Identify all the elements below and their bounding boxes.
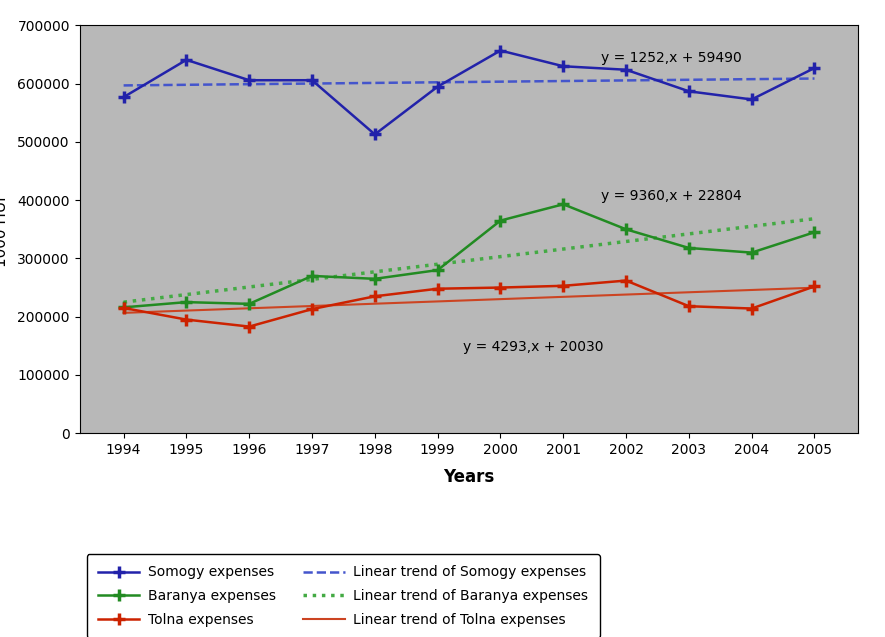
Text: y = 1252,x + 59490: y = 1252,x + 59490 xyxy=(601,50,742,64)
Legend: Somogy expenses, Baranya expenses, Tolna expenses, Linear trend of Somogy expens: Somogy expenses, Baranya expenses, Tolna… xyxy=(87,554,600,637)
Text: y = 4293,x + 20030: y = 4293,x + 20030 xyxy=(463,340,604,354)
Y-axis label: 1000 HUF: 1000 HUF xyxy=(0,192,9,267)
Text: y = 9360,x + 22804: y = 9360,x + 22804 xyxy=(601,189,742,203)
X-axis label: Years: Years xyxy=(443,468,495,486)
